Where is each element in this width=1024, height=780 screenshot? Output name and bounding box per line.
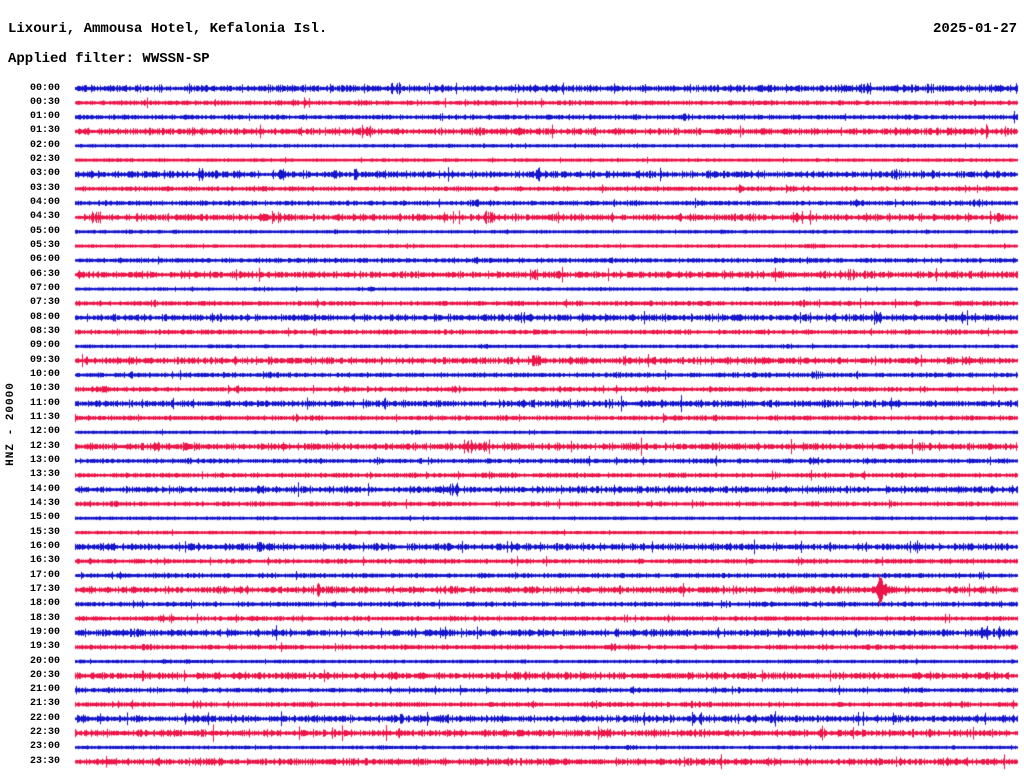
seismogram-traces-canvas	[0, 0, 1024, 780]
helicorder-page: Lixouri, Ammousa Hotel, Kefalonia Isl. 2…	[0, 0, 1024, 780]
